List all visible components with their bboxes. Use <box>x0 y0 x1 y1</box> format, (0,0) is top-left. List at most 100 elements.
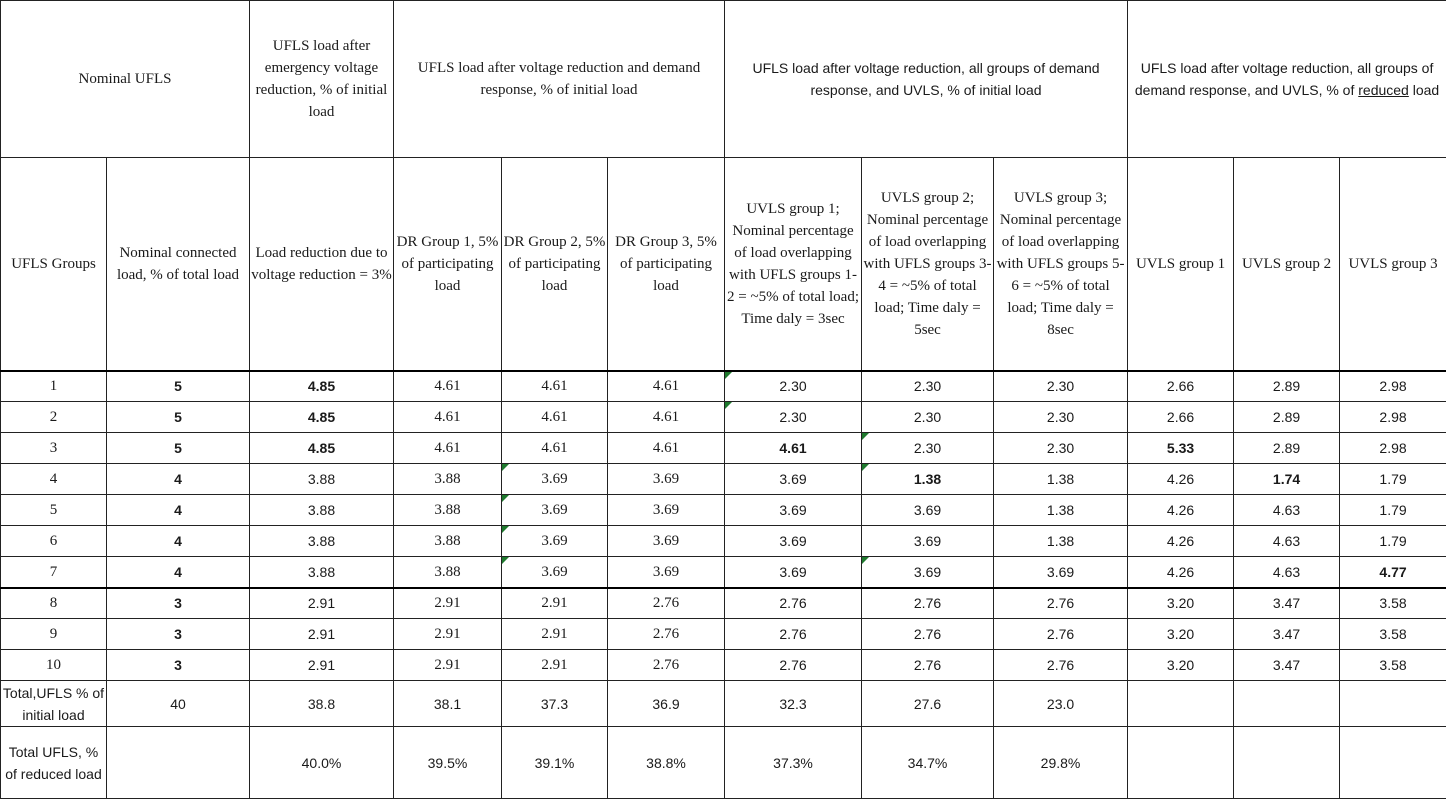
total-initial-uvls3: 23.0 <box>993 680 1129 727</box>
total-reduced-dr3: 38.8% <box>606 726 726 799</box>
cell-uvls1: 3.69 <box>724 494 863 526</box>
table-row: 4 4 3.88 3.88 3.69 3.69 3.69 1.38 1.38 4… <box>0 463 1446 495</box>
col-dr-group-1: DR Group 1, 5% of participating load <box>393 157 502 371</box>
total-reduced-dr2: 39.1% <box>501 726 608 799</box>
cell-uvls1: 2.76 <box>724 586 863 619</box>
cell-uvls2: 1.38 <box>861 463 995 495</box>
table-row: 5 4 3.88 3.88 3.69 3.69 3.69 3.69 1.38 4… <box>0 494 1446 526</box>
cell-uvls2: 2.76 <box>861 649 995 681</box>
col-reduced-uvls-group-2: UVLS group 2 <box>1233 157 1341 371</box>
cell-reduced3: 2.98 <box>1339 401 1446 433</box>
col-load-reduction: Load reduction due to voltage reduction … <box>249 157 394 371</box>
cell-dr1: 2.91 <box>393 618 502 650</box>
cell-reduced3: 3.58 <box>1339 586 1446 619</box>
cell-uvls3: 1.38 <box>993 525 1129 557</box>
cell-dr2: 3.69 <box>501 525 608 557</box>
header-row-2: UFLS Groups Nominal connected load, % of… <box>0 157 1446 371</box>
header-reduced-text-post: load <box>1408 82 1440 98</box>
cell-uvls2: 3.69 <box>861 556 995 588</box>
empty-cell <box>1127 726 1235 799</box>
table-row: 8 3 2.91 2.91 2.91 2.76 2.76 2.76 2.76 3… <box>0 586 1446 619</box>
cell-reduced3: 3.58 <box>1339 649 1446 681</box>
table-row: 1 5 4.85 4.61 4.61 4.61 2.30 2.30 2.30 2… <box>0 369 1446 402</box>
cell-dr1: 3.88 <box>393 525 502 557</box>
header-row-1: Nominal UFLS UFLS load after emergency v… <box>0 0 1446 158</box>
cell-group: 8 <box>0 586 107 619</box>
cell-uvls1: 2.76 <box>724 649 863 681</box>
cell-reduced2: 4.63 <box>1233 556 1341 588</box>
cell-uvls2: 2.30 <box>861 369 995 402</box>
cell-uvls3: 2.30 <box>993 432 1129 464</box>
cell-reduced3: 2.98 <box>1339 432 1446 464</box>
cell-voltage-reduction: 2.91 <box>249 649 394 681</box>
cell-reduced3: 2.98 <box>1339 369 1446 402</box>
total-initial-row: Total,UFLS % of initial load 40 38.8 38.… <box>0 680 1446 727</box>
cell-dr2: 3.69 <box>501 494 608 526</box>
cell-group: 1 <box>0 369 107 402</box>
cell-dr1: 3.88 <box>393 556 502 588</box>
cell-reduced3: 1.79 <box>1339 525 1446 557</box>
cell-nominal: 3 <box>106 586 250 619</box>
cell-uvls2: 2.76 <box>861 586 995 619</box>
header-after-voltage-reduction: UFLS load after emergency voltage reduct… <box>249 0 394 158</box>
cell-uvls2: 2.76 <box>861 618 995 650</box>
table-row: 2 5 4.85 4.61 4.61 4.61 2.30 2.30 2.30 2… <box>0 401 1446 433</box>
cell-reduced2: 2.89 <box>1233 432 1341 464</box>
cell-reduced2: 3.47 <box>1233 586 1341 619</box>
cell-dr2: 4.61 <box>501 432 608 464</box>
cell-group: 6 <box>0 525 107 557</box>
cell-dr2: 3.69 <box>501 463 608 495</box>
table-row: 10 3 2.91 2.91 2.91 2.76 2.76 2.76 2.76 … <box>0 649 1446 681</box>
cell-dr3: 3.69 <box>606 494 726 526</box>
cell-nominal: 4 <box>106 463 250 495</box>
cell-group: 2 <box>0 401 107 433</box>
cell-voltage-reduction: 4.85 <box>249 369 394 402</box>
total-reduced-uvls3: 29.8% <box>993 726 1129 799</box>
cell-reduced1: 3.20 <box>1127 618 1235 650</box>
header-reduced-underlined: reduced <box>1358 82 1409 98</box>
cell-uvls3: 1.38 <box>993 463 1129 495</box>
cell-reduced2: 2.89 <box>1233 401 1341 433</box>
col-nominal-load: Nominal connected load, % of total load <box>106 157 250 371</box>
cell-reduced3: 4.77 <box>1339 556 1446 588</box>
cell-reduced3: 1.79 <box>1339 463 1446 495</box>
table-row: 6 4 3.88 3.88 3.69 3.69 3.69 3.69 1.38 4… <box>0 525 1446 557</box>
cell-reduced1: 4.26 <box>1127 525 1235 557</box>
cell-uvls2: 3.69 <box>861 525 995 557</box>
cell-uvls3: 2.76 <box>993 618 1129 650</box>
cell-reduced2: 4.63 <box>1233 525 1341 557</box>
cell-group: 5 <box>0 494 107 526</box>
header-after-uvls: UFLS load after voltage reduction, all g… <box>724 0 1129 158</box>
table-row: 3 5 4.85 4.61 4.61 4.61 4.61 2.30 2.30 5… <box>0 432 1446 464</box>
cell-reduced1: 3.20 <box>1127 649 1235 681</box>
cell-nominal: 5 <box>106 401 250 433</box>
cell-dr1: 4.61 <box>393 432 502 464</box>
cell-dr3: 4.61 <box>606 432 726 464</box>
total-reduced-dr1: 39.5% <box>393 726 502 799</box>
col-dr-group-2: DR Group 2, 5% of participating load <box>501 157 608 371</box>
header-after-demand-response: UFLS load after voltage reduction and de… <box>392 0 726 158</box>
cell-reduced2: 1.74 <box>1233 463 1341 495</box>
cell-voltage-reduction: 3.88 <box>249 525 394 557</box>
cell-reduced2: 3.47 <box>1233 618 1341 650</box>
cell-nominal: 5 <box>106 432 250 464</box>
cell-reduced1: 2.66 <box>1127 401 1235 433</box>
cell-uvls3: 1.38 <box>993 494 1129 526</box>
cell-group: 4 <box>0 463 107 495</box>
cell-reduced2: 4.63 <box>1233 494 1341 526</box>
total-reduced-voltage-reduction: 40.0% <box>249 726 394 799</box>
total-initial-uvls1: 32.3 <box>724 680 863 727</box>
empty-cell <box>1127 680 1235 727</box>
col-uvls-group-2: UVLS group 2; Nominal percentage of load… <box>861 157 995 371</box>
cell-voltage-reduction: 2.91 <box>249 618 394 650</box>
cell-dr3: 2.76 <box>606 618 726 650</box>
cell-dr2: 2.91 <box>501 649 608 681</box>
cell-uvls3: 2.76 <box>993 586 1129 619</box>
cell-dr3: 2.76 <box>606 586 726 619</box>
cell-dr3: 4.61 <box>606 401 726 433</box>
cell-reduced2: 2.89 <box>1233 369 1341 402</box>
cell-dr3: 3.69 <box>606 463 726 495</box>
cell-uvls3: 2.30 <box>993 369 1129 402</box>
cell-uvls3: 3.69 <box>993 556 1129 588</box>
